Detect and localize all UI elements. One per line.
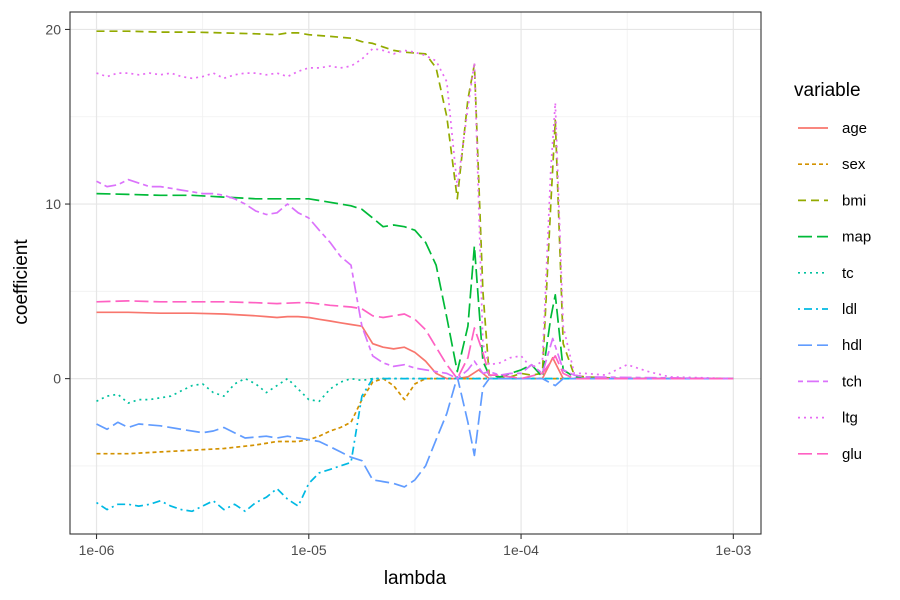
series-lines xyxy=(96,30,734,513)
legend-label-ltg: ltg xyxy=(842,410,858,427)
legend-label-bmi: bmi xyxy=(842,192,866,209)
series-line-hdl xyxy=(96,376,734,488)
x-tick-label: 1e-05 xyxy=(291,542,327,558)
legend-label-tch: tch xyxy=(842,373,862,390)
panel-background xyxy=(70,12,761,534)
legend-label-ldl: ldl xyxy=(842,301,857,318)
x-tick-label: 1e-06 xyxy=(79,542,115,558)
y-axis-title: coefficient xyxy=(11,239,32,325)
legend-label-hdl: hdl xyxy=(842,337,862,354)
panel-border xyxy=(69,11,762,535)
x-axis-title: lambda xyxy=(384,568,447,589)
series-line-ltg xyxy=(96,47,734,380)
y-tick-label: 20 xyxy=(45,21,61,37)
legend-label-sex: sex xyxy=(842,156,866,173)
series-line-tch xyxy=(96,178,734,380)
series-line-sex xyxy=(96,377,734,455)
y-tick-label: 10 xyxy=(45,196,61,212)
series-line-ldl xyxy=(96,377,734,513)
legend: variable age sex bmi map tc ldl hdl tch ltg glu xyxy=(794,80,871,463)
y-tick-label: 0 xyxy=(53,371,61,387)
legend-label-map: map xyxy=(842,229,871,246)
legend-label-age: age xyxy=(842,120,867,137)
x-tick-label: 1e-04 xyxy=(503,542,539,558)
x-tick-label: 1e-03 xyxy=(715,542,751,558)
legend-label-glu: glu xyxy=(842,446,862,463)
legend-label-tc: tc xyxy=(842,265,854,282)
series-line-glu xyxy=(96,300,734,380)
plot-panel: 1e-06 1e-05 1e-04 1e-03 0 10 20 xyxy=(45,11,762,558)
series-line-bmi xyxy=(96,30,734,380)
legend-title: variable xyxy=(794,80,861,101)
